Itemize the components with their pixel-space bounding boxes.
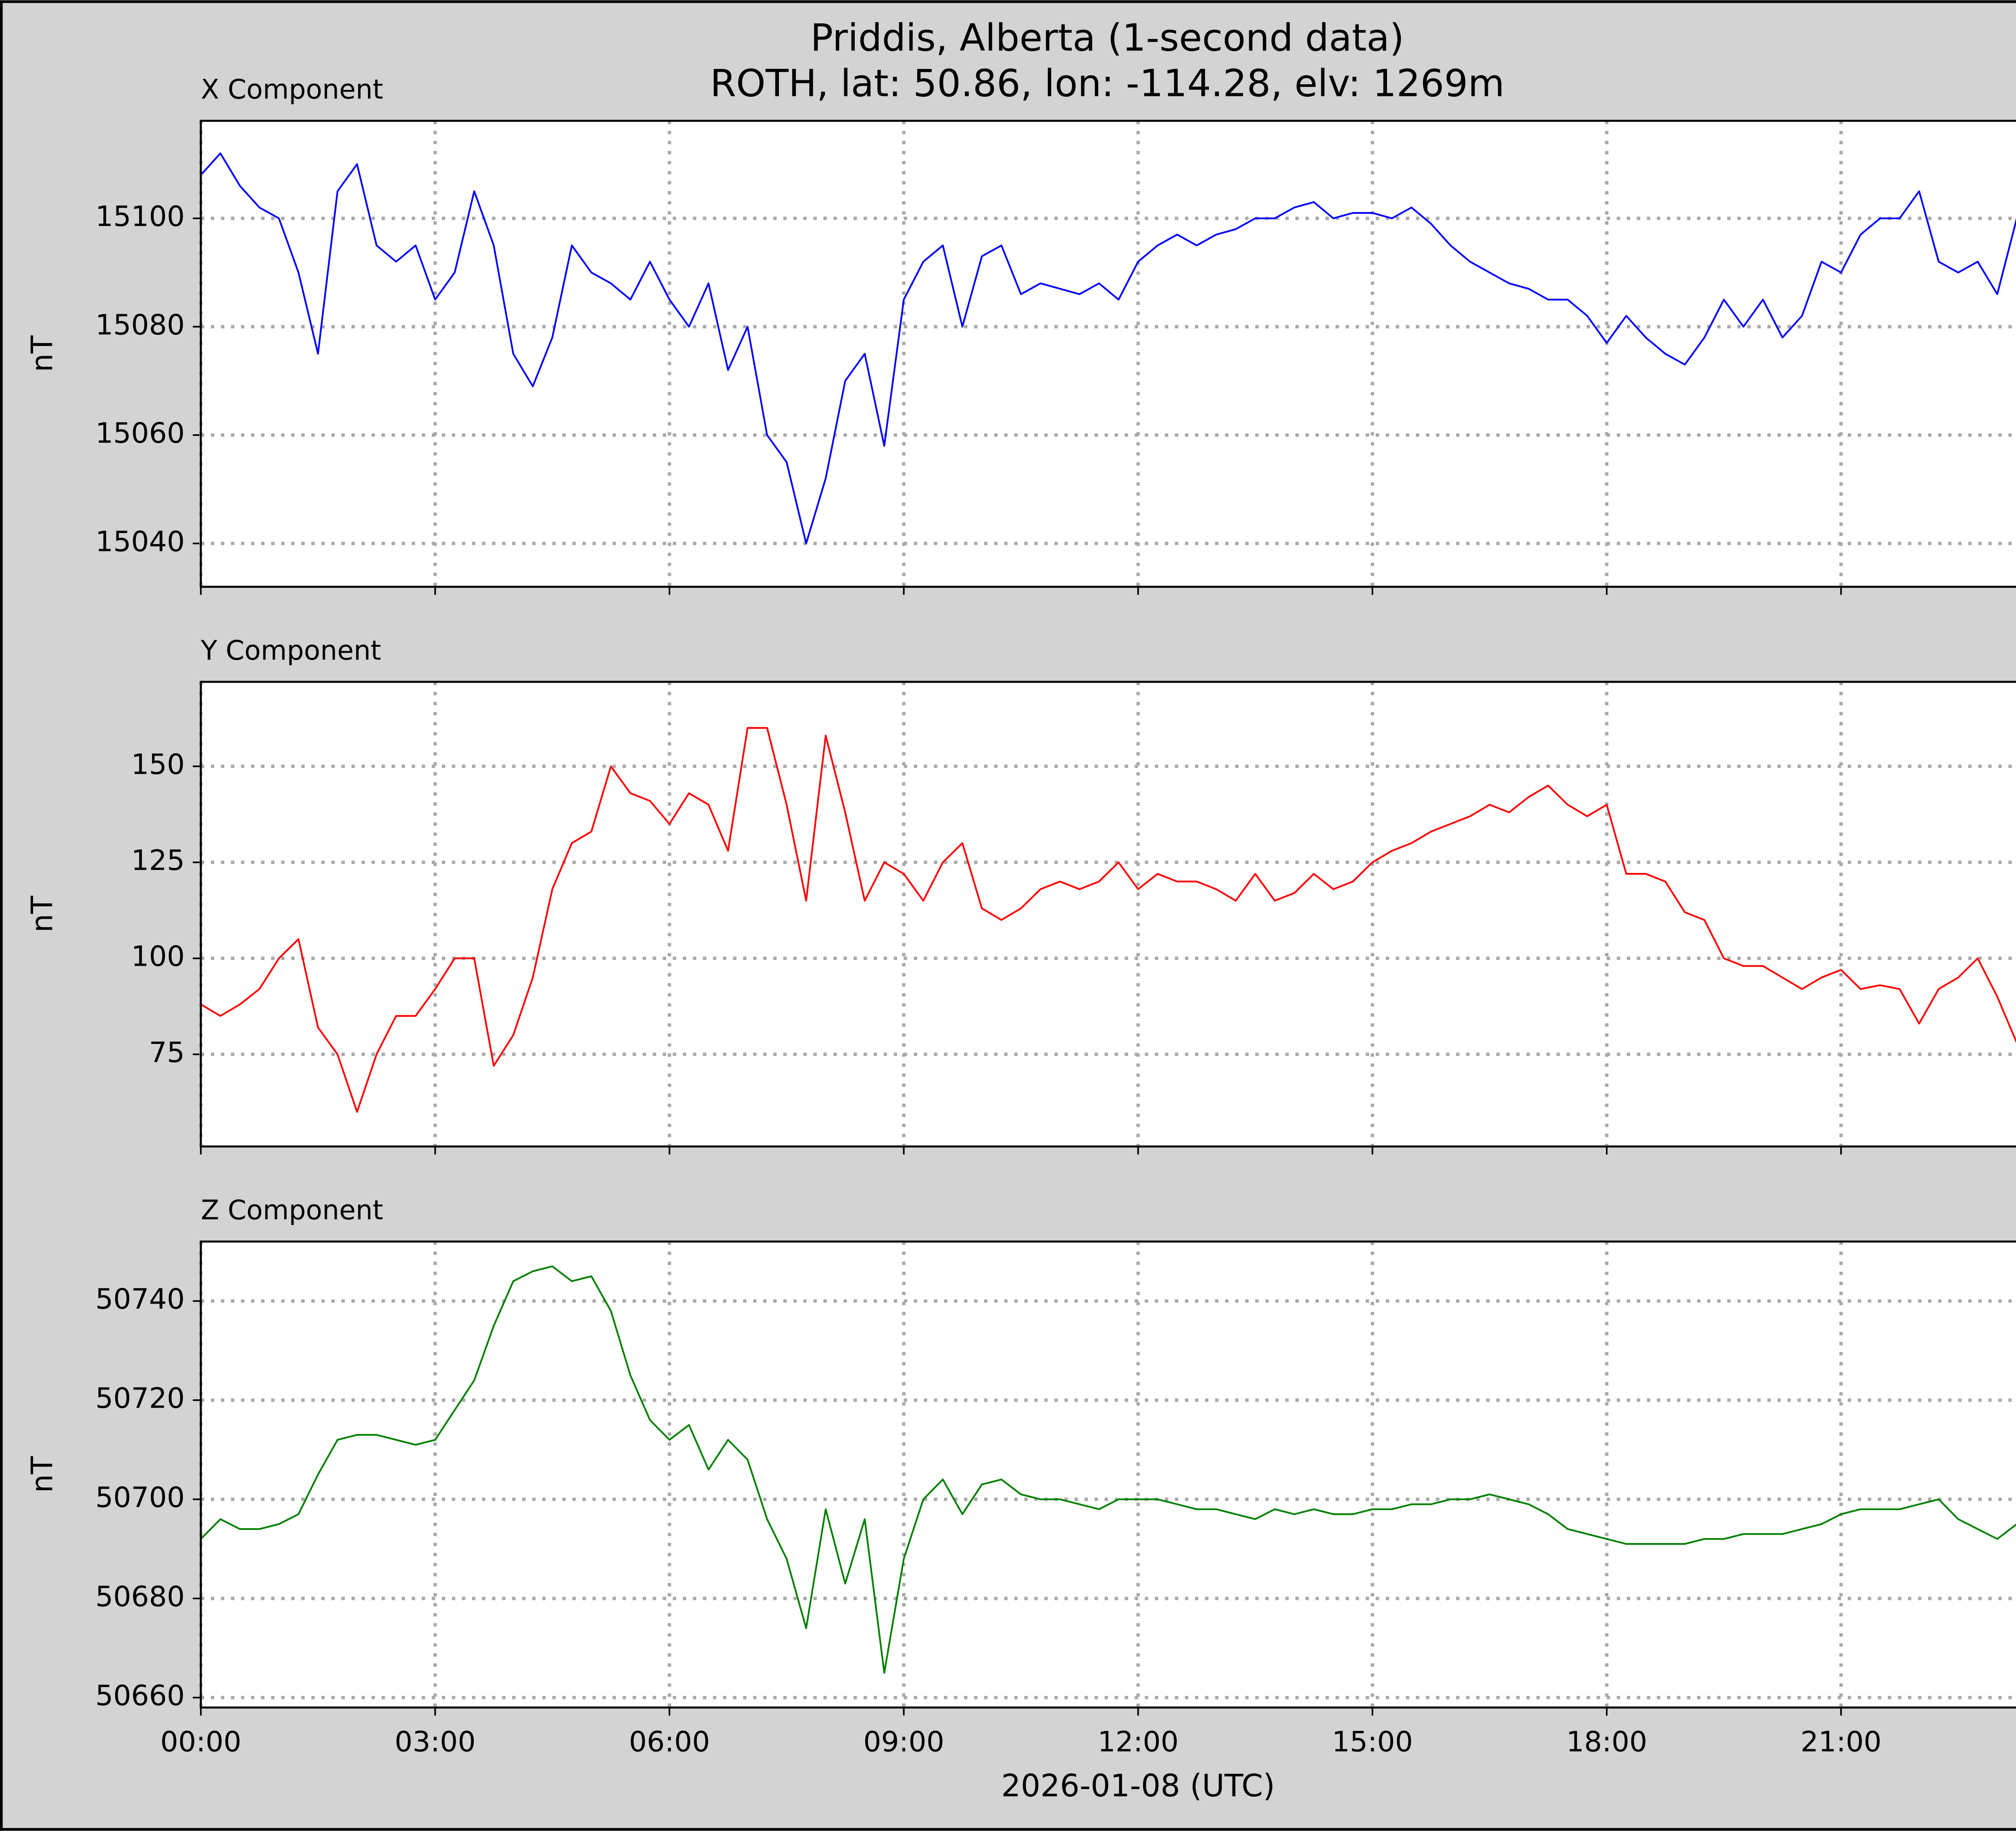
panel-title: Y Component [200,635,381,666]
y-tick-label: 15040 [95,525,185,558]
y-tick-label: 50660 [95,1679,185,1712]
plot-area [201,121,2016,587]
panel-title: X Component [201,74,383,105]
y-tick-label: 125 [131,844,185,877]
plot-area [201,682,2016,1147]
x-tick-label: 09:00 [863,1725,944,1758]
x-tick-label: 06:00 [629,1725,710,1758]
y-axis-label: nT [25,1456,60,1493]
figure-title: Priddis, Alberta (1-second data) [810,16,1404,60]
x-tick-label: 15:00 [1332,1725,1413,1758]
y-tick-label: 50740 [95,1283,185,1316]
axes-frame [200,1240,2016,1709]
data-line [200,727,2016,1113]
y-tick-label: 15060 [95,417,185,450]
data-line [200,152,2016,544]
x-tick-label: 18:00 [1566,1725,1647,1758]
y-tick-label: 75 [149,1036,185,1069]
y-tick-label: 50680 [95,1580,185,1613]
x-tick-label: 03:00 [395,1725,476,1758]
x-tick-label: 21:00 [1801,1725,1882,1758]
x-tick-label: 00:00 [160,1725,242,1758]
y-tick-label: 150 [131,748,185,781]
data-line [200,1265,2016,1674]
y-tick-label: 50720 [95,1382,185,1415]
y-tick-label: 100 [131,940,185,973]
y-tick-label: 15100 [95,200,185,233]
x-tick-label: 12:00 [1098,1725,1179,1758]
figure-subtitle: ROTH, lat: 50.86, lon: -114.28, elv: 126… [710,62,1504,105]
y-tick-label: 50700 [95,1481,185,1514]
y-axis-label: nT [25,335,60,372]
y-tick-label: 15080 [95,308,185,341]
panel-title: Z Component [201,1194,383,1226]
x-axis-label: 2026-01-08 (UTC) [1001,1768,1275,1804]
plot-area [201,1241,2016,1708]
axes-frame [200,681,2016,1148]
axes-frame [200,120,2016,588]
y-axis-label: nT [25,896,60,932]
